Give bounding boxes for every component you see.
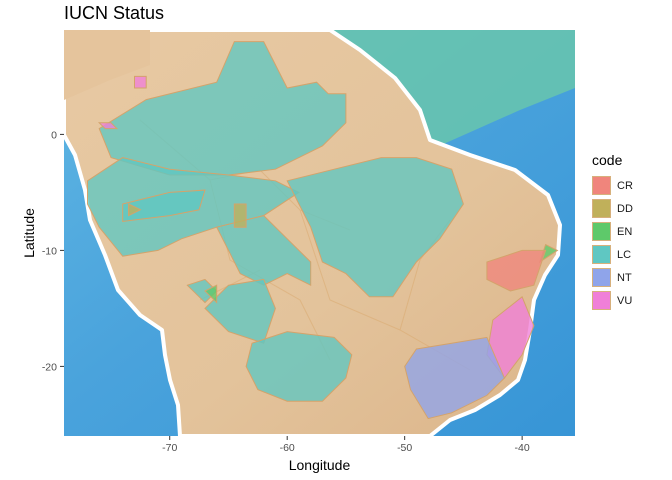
range-lc-2 [286, 157, 464, 298]
x-tick-label: -50 [397, 442, 412, 454]
legend-item-dd: DD [592, 197, 633, 220]
y-axis-title: Latitude [21, 208, 37, 258]
range-nt-16 [404, 336, 506, 420]
x-tick-label: -40 [515, 442, 530, 454]
legend-label: NT [617, 271, 632, 284]
legend-key-swatch [592, 291, 611, 310]
legend-rows: CR DD EN LC NT VU [592, 174, 633, 312]
x-axis-title: Longitude [289, 457, 351, 473]
legend-key-swatch [592, 268, 611, 287]
legend-key-swatch [592, 245, 611, 264]
legend-item-vu: VU [592, 289, 633, 312]
legend-item-en: EN [592, 220, 633, 243]
range-vu-15 [97, 122, 119, 130]
axis-ticks: -70 -60 -50 -40 0 -10 -20 [42, 129, 530, 454]
legend-label: VU [617, 294, 633, 307]
legend-key-swatch [592, 199, 611, 218]
range-lc-5 [245, 331, 353, 402]
range-en-10 [204, 284, 218, 304]
y-tick-label: 0 [51, 129, 57, 141]
range-lc-0 [98, 41, 347, 176]
legend-label: DD [617, 202, 633, 215]
species-ranges [87, 41, 559, 420]
legend-title: code [592, 152, 623, 168]
legend-item-cr: CR [592, 174, 633, 197]
legend-label: CR [617, 179, 633, 192]
range-vu-14 [134, 75, 147, 89]
range-dd-8 [233, 203, 247, 228]
range-cr-12 [486, 249, 547, 292]
x-tick-label: -60 [280, 442, 295, 454]
legend-label: LC [617, 248, 632, 261]
y-tick-label: -10 [42, 245, 57, 257]
range-lc-7 [122, 189, 206, 222]
range-dd-9 [128, 203, 142, 217]
x-tick-label: -70 [162, 442, 177, 454]
legend-label: EN [617, 225, 633, 238]
legend-item-nt: NT [592, 266, 633, 289]
legend-key-swatch [592, 222, 611, 241]
legend-key-swatch [592, 176, 611, 195]
range-lc-3 [215, 215, 312, 287]
legend-item-lc: LC [592, 243, 633, 266]
legend: code CR DD EN LC NT VU [592, 152, 633, 312]
north-coast-land [64, 30, 150, 100]
y-tick-label: -20 [42, 361, 57, 373]
plot-title: IUCN Status [64, 3, 165, 23]
